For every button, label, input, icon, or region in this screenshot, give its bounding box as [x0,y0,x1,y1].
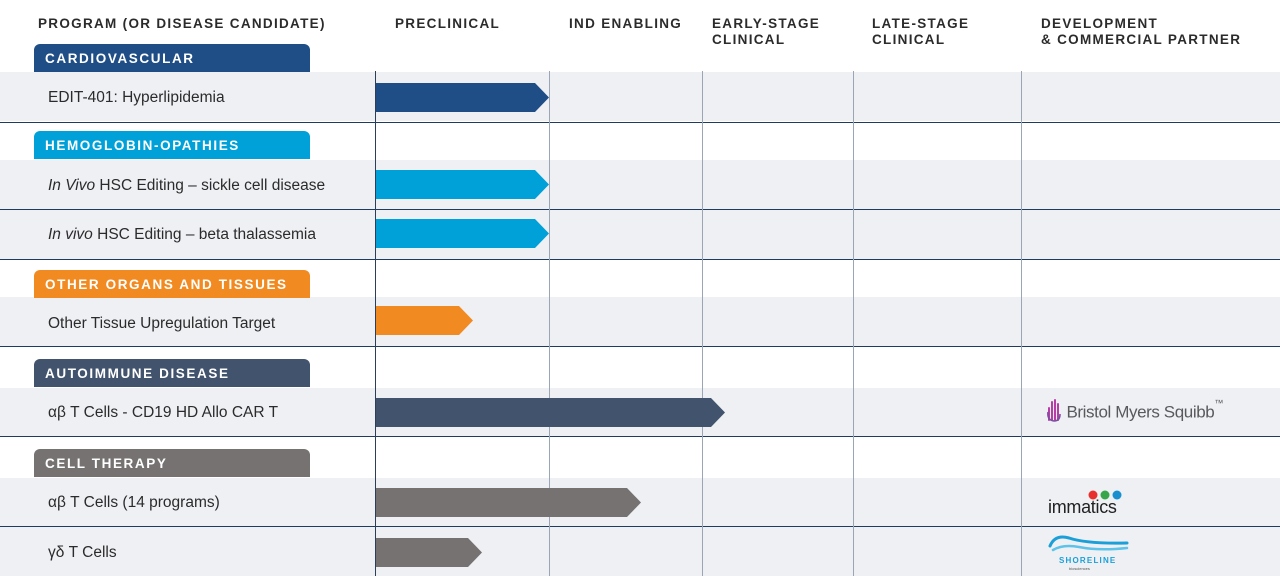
category-other-organs: OTHER ORGANS AND TISSUES [34,270,310,298]
row-divider [0,436,1280,437]
category-autoimmune: AUTOIMMUNE DISEASE [34,359,310,387]
progress-bar-other-tissue [376,306,473,335]
progress-bar-sickle-cell [376,170,549,199]
program-row-sickle-cell [0,160,1280,209]
immatics-dots-icon [1088,488,1124,506]
row-divider [0,346,1280,347]
program-row-edit401 [0,72,1280,121]
category-cell-therapy: CELL THERAPY [34,449,310,477]
progress-bar-beta-thalassemia [376,219,549,248]
row-divider [0,122,1280,123]
header-program: PROGRAM (OR DISEASE CANDIDATE) [38,16,326,31]
column-divider [853,71,854,576]
bms-trademark: ™ [1214,398,1224,408]
header-late-stage: LATE-STAGE CLINICAL [872,16,970,47]
program-label-cd19: αβ T Cells - CD19 HD Allo CAR T [48,404,279,421]
program-row-beta-thalassemia [0,210,1280,259]
shoreline-wave-icon [1047,532,1129,559]
partner-bms-logo: Bristol Myers Squibb™ [1046,398,1223,424]
row-divider [0,259,1280,260]
progress-bar-edit401 [376,83,549,112]
program-label-other-tissue: Other Tissue Upregulation Target [48,315,276,332]
program-label-gd-tcells: γδ T Cells [48,544,117,561]
program-row-other-tissue [0,297,1280,346]
column-divider [1021,71,1022,576]
bms-wordmark: Bristol Myers Squibb [1066,402,1215,422]
header-preclinical: PRECLINICAL [395,16,501,31]
shoreline-subtitle: biosciences [1069,566,1090,571]
partner-shoreline-logo: SHORELINE biosciences [1047,532,1131,576]
partner-immatics-logo: immatics [1048,488,1128,518]
progress-bar-gd-tcells [376,538,482,567]
program-label-ab-tcells: αβ T Cells (14 programs) [48,494,220,511]
immatics-wordmark: immatics [1048,497,1117,517]
column-divider [549,71,550,576]
row-divider [0,526,1280,527]
program-label-edit401: EDIT-401: Hyperlipidemia [48,89,225,106]
progress-bar-ab-tcells [376,488,641,517]
program-label-beta-thalassemia: In vivo HSC Editing – beta thalassemia [48,226,316,243]
bms-hand-icon [1046,398,1062,427]
header-early-stage: EARLY-STAGE CLINICAL [712,16,821,47]
row-divider [0,209,1280,210]
category-hemoglobinopathies: HEMOGLOBIN-OPATHIES [34,131,310,159]
column-divider [375,71,376,576]
shoreline-wordmark: SHORELINE [1059,556,1117,565]
category-cardiovascular: CARDIOVASCULAR [34,44,310,72]
column-divider [702,71,703,576]
program-label-sickle-cell: In Vivo HSC Editing – sickle cell diseas… [48,177,326,194]
program-row-gd-tcells [0,527,1280,576]
header-ind-enabling: IND ENABLING [569,16,683,31]
progress-bar-cd19 [376,398,725,427]
header-partner: DEVELOPMENT & COMMERCIAL PARTNER [1041,16,1242,47]
